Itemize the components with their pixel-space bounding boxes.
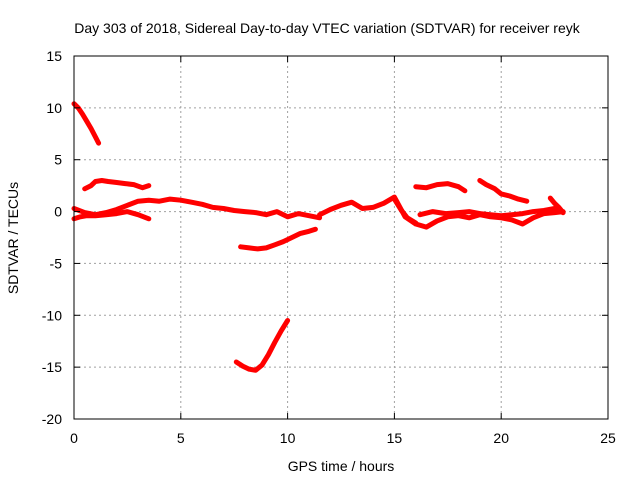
x-tick-label: 25 — [600, 430, 616, 446]
y-tick-label: 15 — [46, 48, 62, 64]
x-tick-label: 15 — [387, 430, 403, 446]
grid — [74, 56, 608, 419]
y-tick-label: 5 — [54, 152, 62, 168]
y-tick-label: -15 — [42, 359, 62, 375]
series-arc-5 — [238, 226, 318, 252]
ticks — [73, 55, 609, 420]
y-tick-label: -10 — [42, 307, 62, 323]
series-layer — [71, 101, 566, 373]
series-arc-12 — [547, 195, 566, 216]
series-arc-9 — [417, 206, 566, 219]
series-arc-4 — [71, 196, 323, 221]
series-arc-1 — [71, 101, 102, 146]
y-axis-label: SDTVAR / TECUs — [5, 182, 21, 294]
y-tick-label: -20 — [42, 411, 62, 427]
x-tick-label: 0 — [70, 430, 78, 446]
series-arc-10 — [413, 181, 468, 194]
x-tick-label: 5 — [177, 430, 185, 446]
x-tick-label: 20 — [493, 430, 509, 446]
series-arc-11 — [477, 178, 530, 204]
tick-labels: 0 5 10 15 20 25 -20 -15 -10 -5 0 5 10 15 — [42, 48, 616, 446]
y-tick-label: -5 — [50, 255, 63, 271]
x-tick-label: 10 — [280, 430, 296, 446]
y-tick-label: 10 — [46, 100, 62, 116]
series-arc-2 — [82, 178, 152, 192]
plot-frame — [73, 55, 609, 420]
x-axis-label: GPS time / hours — [288, 458, 395, 474]
series-arc-6 — [233, 318, 291, 373]
chart-title: Day 303 of 2018, Sidereal Day-to-day VTE… — [74, 20, 580, 36]
series-arc-8 — [391, 196, 419, 226]
y-tick-label: 0 — [54, 204, 62, 220]
series-arc-7 — [317, 194, 566, 230]
